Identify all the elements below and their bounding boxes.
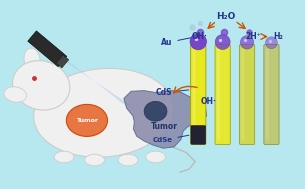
Text: OH·: OH·: [201, 97, 217, 106]
Text: H₂O: H₂O: [216, 12, 235, 21]
Text: Tumor: Tumor: [151, 122, 178, 131]
Polygon shape: [28, 31, 67, 67]
Ellipse shape: [24, 48, 40, 71]
Text: 2H⁺: 2H⁺: [245, 32, 261, 41]
FancyBboxPatch shape: [241, 48, 244, 141]
Ellipse shape: [146, 151, 165, 163]
Circle shape: [240, 36, 254, 49]
Circle shape: [190, 33, 206, 50]
Text: Tumor: Tumor: [76, 118, 98, 123]
Ellipse shape: [4, 87, 27, 102]
FancyBboxPatch shape: [266, 48, 269, 141]
FancyBboxPatch shape: [217, 48, 220, 141]
Text: Au: Au: [161, 38, 191, 47]
Text: CdS: CdS: [156, 88, 189, 97]
FancyBboxPatch shape: [191, 126, 206, 144]
FancyBboxPatch shape: [239, 44, 255, 145]
Polygon shape: [124, 91, 206, 148]
Circle shape: [265, 37, 278, 49]
Polygon shape: [56, 55, 69, 68]
Text: CdSe: CdSe: [152, 135, 189, 143]
Ellipse shape: [85, 154, 104, 166]
Text: H₂: H₂: [273, 32, 283, 41]
Ellipse shape: [54, 151, 74, 163]
FancyBboxPatch shape: [215, 44, 230, 145]
FancyBboxPatch shape: [264, 44, 279, 145]
Ellipse shape: [13, 61, 70, 110]
Ellipse shape: [144, 101, 167, 121]
Ellipse shape: [66, 104, 108, 136]
FancyBboxPatch shape: [192, 48, 196, 141]
FancyBboxPatch shape: [191, 44, 206, 145]
Polygon shape: [63, 56, 137, 110]
Text: OH·: OH·: [192, 32, 208, 41]
Ellipse shape: [118, 154, 138, 166]
Ellipse shape: [34, 68, 174, 157]
Circle shape: [215, 35, 230, 50]
